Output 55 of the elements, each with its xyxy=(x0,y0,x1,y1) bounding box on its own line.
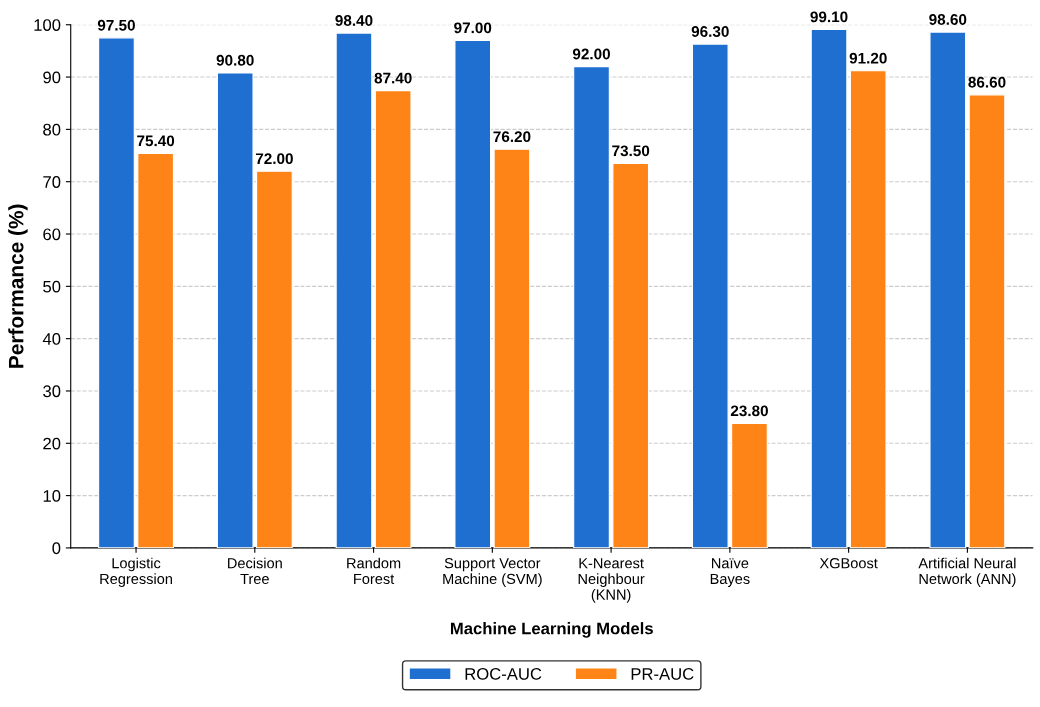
x-tick-label: Logistic Regression xyxy=(100,557,172,587)
x-axis-title: Machine Learning Models xyxy=(450,622,653,638)
bar xyxy=(493,148,531,548)
data-label: 91.20 xyxy=(849,52,887,64)
y-tick-label: 0 xyxy=(52,542,61,555)
data-label: 96.30 xyxy=(691,26,729,37)
x-tick-label: Support Vector Machine (SVM) xyxy=(443,558,542,587)
bar xyxy=(929,31,967,548)
x-tick-label: XGBoost xyxy=(819,558,878,569)
y-tick-label: 90 xyxy=(43,71,61,84)
legend-label: ROC-AUC xyxy=(465,668,542,680)
data-label: 99.10 xyxy=(810,11,848,23)
bar xyxy=(968,94,1006,548)
bar xyxy=(849,70,887,548)
bar xyxy=(454,39,492,548)
bar xyxy=(256,170,293,548)
y-tick-label: 30 xyxy=(43,385,61,398)
bar xyxy=(137,152,175,548)
bar xyxy=(374,90,412,548)
data-label: 97.00 xyxy=(454,22,492,34)
x-tick-label: Naïve Bayes xyxy=(710,558,750,587)
bar xyxy=(731,422,768,548)
data-label: 98.60 xyxy=(929,14,967,25)
y-axis-title: Performance (%) xyxy=(8,204,28,368)
data-label: 87.40 xyxy=(374,72,412,84)
data-label: 75.40 xyxy=(137,135,175,147)
data-label: 92.00 xyxy=(572,48,610,60)
x-tick-label: K-Nearest Neighbour (KNN) xyxy=(578,558,645,603)
legend-label: PR-AUC xyxy=(631,668,694,680)
y-tick-label: 20 xyxy=(43,437,61,450)
bar xyxy=(612,162,650,548)
bar xyxy=(98,37,135,548)
x-tick-label: Random Forest xyxy=(347,557,401,585)
y-tick-label: 100 xyxy=(34,19,61,31)
data-label: 90.80 xyxy=(216,54,254,66)
data-label: 73.50 xyxy=(612,145,650,157)
y-tick-label: 70 xyxy=(43,176,61,188)
y-tick-label: 80 xyxy=(43,123,61,136)
data-label: 76.20 xyxy=(493,131,531,143)
y-tick-label: 10 xyxy=(43,490,61,502)
x-tick-label: Decision Tree xyxy=(228,557,282,585)
data-label: 97.50 xyxy=(97,19,135,31)
y-tick-label: 50 xyxy=(43,280,61,293)
bar xyxy=(573,66,610,548)
data-label: 98.40 xyxy=(335,15,373,26)
data-label: 86.60 xyxy=(968,76,1006,88)
y-tick-label: 40 xyxy=(42,333,61,345)
bar xyxy=(691,43,729,548)
bar xyxy=(810,28,848,548)
x-tick-label: Artificial Neural Network (ANN) xyxy=(918,557,1016,587)
y-tick-label: 60 xyxy=(43,228,61,241)
bar xyxy=(335,32,373,548)
bar xyxy=(216,72,254,548)
data-label: 72.00 xyxy=(255,153,293,165)
data-label: 23.80 xyxy=(730,405,768,417)
